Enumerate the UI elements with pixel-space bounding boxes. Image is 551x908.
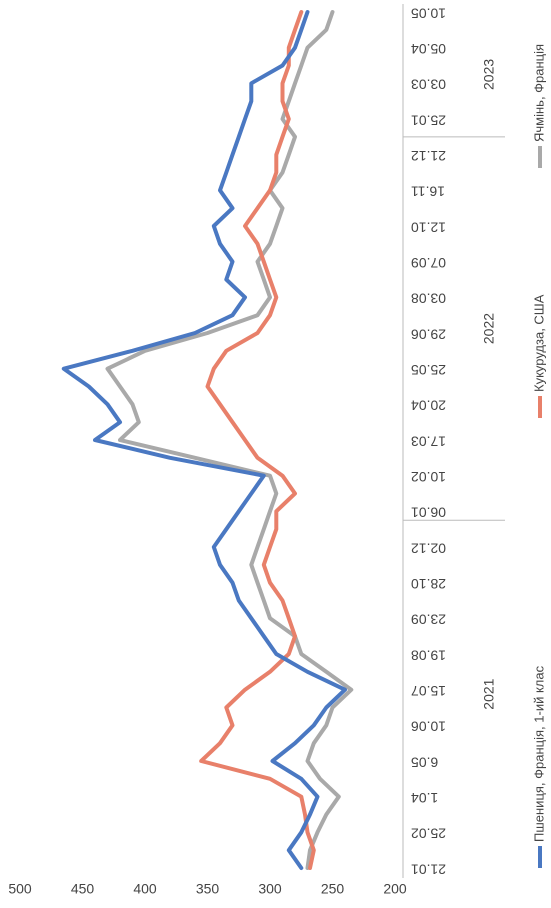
x-tick-label: 19.08	[411, 647, 446, 663]
x-tick-label: 21.12	[411, 148, 446, 164]
x-tick-label: 03.08	[411, 291, 446, 307]
legend-label: Кукурудза, США	[531, 294, 546, 392]
line-series	[105, 10, 354, 870]
x-tick-label: 21.01	[411, 861, 446, 877]
x-tick-label: 6.05	[411, 754, 438, 770]
x-tick-label: 12.10	[411, 219, 446, 235]
y-tick-label: 450	[71, 881, 95, 897]
x-tick-label: 15.07	[411, 683, 446, 699]
x-tick-label: 05.04	[411, 41, 446, 57]
y-tick-label: 300	[258, 881, 282, 897]
x-tick-label: 25.02	[411, 826, 446, 842]
y-tick-label: 200	[383, 881, 407, 897]
x-tick-label: 10.02	[411, 469, 446, 485]
x-tick-label: 10.06	[411, 719, 446, 735]
line-series	[199, 10, 316, 870]
y-tick-label: 400	[133, 881, 157, 897]
y-tick-label: 500	[8, 881, 32, 897]
line-series	[61, 10, 347, 870]
chart-frame: 200 250 300 350 400 450 500 21.01 25.02 1.04 6.05 1…	[8, 4, 546, 897]
x-group-label: 2022	[481, 313, 497, 344]
x-tick-label: 1.04	[411, 790, 438, 806]
x-tick-label: 25.05	[411, 362, 446, 378]
x-tick-label: 23.09	[411, 612, 446, 628]
x-tick-label: 10.05	[411, 5, 446, 21]
x-group-label: 2021	[481, 678, 497, 709]
y-tick-label: 350	[196, 881, 220, 897]
x-tick-label: 16.11	[411, 184, 445, 200]
x-tick-label: 03.03	[411, 77, 446, 93]
legend-label: Ячмінь, Франція	[531, 44, 546, 142]
x-tick-label: 20.04	[411, 398, 446, 414]
legend-label: Пшениця, Франція, 1-ий клас	[531, 665, 546, 842]
y-tick-label: 250	[321, 881, 345, 897]
x-tick-label: 25.01	[411, 112, 446, 128]
x-tick-label: 07.09	[411, 255, 446, 271]
x-tick-label: 17.03	[411, 433, 446, 449]
x-tick-label: 02.12	[411, 540, 446, 556]
x-group-label: 2023	[481, 59, 497, 90]
x-tick-label: 29.06	[411, 326, 446, 342]
x-tick-label: 06.01	[411, 505, 446, 521]
x-tick-label: 28.10	[411, 576, 446, 592]
